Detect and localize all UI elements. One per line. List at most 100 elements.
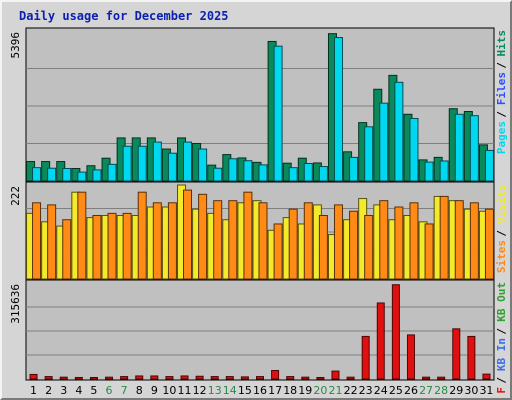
bar-kb-f-day-19 [301,376,310,380]
bar-pages-day-15 [243,160,253,182]
bar-sites-day-15 [243,191,253,280]
panel-bottom-max-label: 315636 [9,284,22,324]
x-tick-label-day-7: 7 [121,384,128,397]
legend-separator: / [495,377,508,384]
bar-kb-f-day-14 [225,376,234,380]
bar-sites-day-16 [258,202,268,280]
bar-sites-day-22 [349,210,359,280]
bar-sites-day-27 [424,223,434,280]
x-tick-label-day-18: 18 [283,384,297,397]
bar-sites-day-12 [198,193,208,280]
bar-kb-f-day-7 [120,376,129,380]
bar-sites-day-5 [92,214,102,280]
x-tick-label-day-22: 22 [344,384,358,397]
legend-separator: / [495,111,508,118]
bar-sites-day-13 [213,200,223,280]
bar-sites-day-19 [303,202,313,280]
legend-kb-out: KB Out [495,282,508,322]
bar-pages-day-14 [228,158,238,182]
bar-pages-day-28 [439,160,449,182]
bar-pages-day-31 [484,149,494,182]
bar-kb-f-day-23 [361,335,370,380]
bar-pages-day-22 [349,156,359,182]
x-tick-label-day-15: 15 [238,384,252,397]
x-tick-label-day-20: 20 [313,384,327,397]
bar-sites-day-6 [107,212,117,280]
bar-pages-day-25 [394,81,404,182]
legend-separator: / [495,62,508,69]
bar-sites-day-29 [454,200,464,280]
legend-kb-in: KB In [495,338,508,371]
bar-sites-day-3 [62,219,72,280]
bar-sites-day-14 [228,200,238,280]
bar-sites-day-7 [122,212,132,280]
x-tick-label-day-17: 17 [268,384,282,397]
bar-sites-day-4 [77,191,87,280]
bar-kb-f-day-11 [180,375,189,380]
bar-kb-f-day-20 [316,376,325,380]
bar-sites-day-31 [484,208,494,280]
bar-sites-day-8 [137,191,147,280]
bar-sites-day-2 [47,204,57,280]
bar-kb-f-day-12 [195,375,204,380]
bar-pages-day-24 [379,102,389,182]
bar-sites-day-10 [167,202,177,280]
x-tick-label-day-11: 11 [178,384,192,397]
x-tick-label-day-25: 25 [389,384,403,397]
bar-kb-f-day-8 [135,375,144,380]
bar-sites-day-18 [288,208,298,280]
x-tick-label-day-12: 12 [193,384,207,397]
bar-pages-day-1 [32,167,42,182]
x-tick-label-day-2: 2 [45,384,52,397]
x-tick-label-day-21: 21 [328,384,342,397]
x-tick-label-day-31: 31 [479,384,493,397]
panel-top-max-label: 5396 [9,32,22,59]
bar-pages-day-3 [62,167,72,182]
bar-pages-day-9 [152,141,162,182]
x-tick-label-day-23: 23 [359,384,373,397]
panel-bottom-background [25,279,495,381]
bar-pages-day-19 [303,162,313,182]
bar-pages-day-10 [167,152,177,182]
panel-top-background [25,27,495,183]
bar-sites-day-11 [183,189,193,280]
panel-middle-max-label: 222 [9,186,22,206]
bar-kb-f-day-26 [406,334,415,380]
x-tick-label-day-1: 1 [30,384,37,397]
x-tick-label-day-5: 5 [90,384,97,397]
bar-kb-f-day-1 [29,373,38,380]
bar-sites-day-20 [318,214,328,280]
bar-kb-f-day-10 [165,376,174,380]
bar-pages-day-20 [318,166,328,182]
bar-kb-f-day-9 [150,375,159,380]
legend-hits: Hits [495,30,508,57]
bar-kb-f-day-28 [437,376,446,380]
x-tick-label-day-28: 28 [434,384,448,397]
x-tick-label-day-27: 27 [419,384,433,397]
bar-kb-f-day-16 [256,376,264,380]
bar-sites-day-17 [273,223,283,280]
bar-kb-f-day-18 [286,376,295,380]
bar-sites-day-1 [32,202,42,280]
bar-kb-f-day-15 [240,376,249,380]
bar-kb-f-day-17 [271,369,280,380]
bar-pages-day-7 [122,145,132,182]
x-tick-label-day-16: 16 [253,384,267,397]
x-tick-label-day-30: 30 [464,384,478,397]
bar-pages-day-29 [454,113,464,182]
bar-pages-day-13 [213,167,223,182]
bar-kb-f-day-27 [422,376,431,380]
x-tick-label-day-8: 8 [136,384,143,397]
bar-kb-f-day-29 [452,328,461,380]
x-tick-label-day-4: 4 [75,384,82,397]
legend-pages: Pages [495,121,508,154]
x-tick-label-day-19: 19 [298,384,312,397]
x-tick-label-day-13: 13 [208,384,222,397]
legend-separator: / [495,230,508,237]
bar-pages-day-8 [137,145,147,182]
legend-visits: Visits [495,184,508,224]
bar-kb-f-day-13 [210,376,219,380]
bar-pages-day-26 [409,117,419,182]
